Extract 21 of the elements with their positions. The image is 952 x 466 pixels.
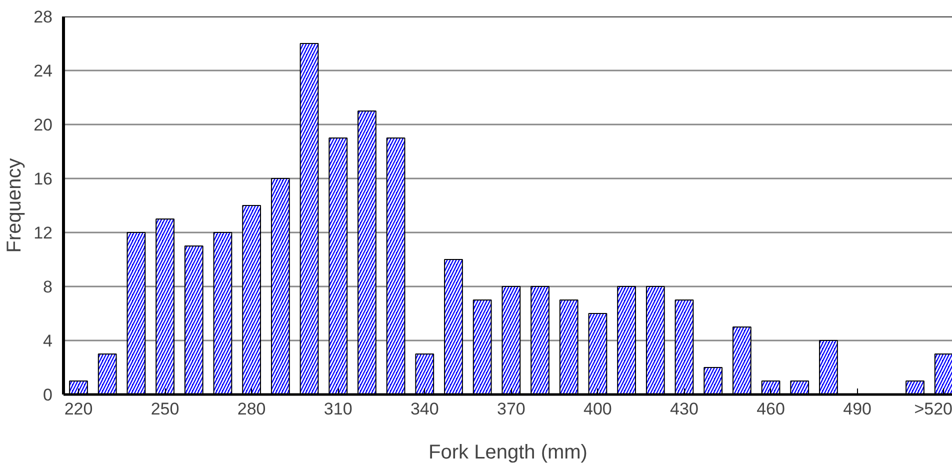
y-tick-label: 20 bbox=[34, 116, 53, 134]
x-tick-label: 280 bbox=[237, 400, 266, 418]
x-tick-label: 250 bbox=[150, 400, 180, 418]
x-tick-label: 400 bbox=[584, 400, 612, 418]
x-tick-label: 310 bbox=[324, 400, 352, 418]
x-tick-label: 340 bbox=[410, 400, 439, 418]
y-tick-label: 12 bbox=[34, 224, 53, 242]
y-tick-label: 0 bbox=[43, 386, 53, 404]
y-axis-title: Frequency bbox=[4, 158, 26, 253]
y-tick-label: 28 bbox=[34, 8, 53, 26]
x-tick-label: 370 bbox=[496, 400, 526, 418]
y-tick-label: 16 bbox=[34, 170, 53, 188]
x-tick-label: 460 bbox=[756, 400, 785, 418]
y-tick-label: 8 bbox=[43, 278, 53, 296]
y-tick-label: 24 bbox=[34, 62, 53, 80]
y-tick-label: 4 bbox=[43, 332, 53, 350]
x-tick-label: 490 bbox=[843, 400, 872, 418]
x-tick-label: 220 bbox=[64, 400, 93, 418]
x-tick-label: >520 bbox=[914, 400, 952, 418]
x-tick-label: 430 bbox=[670, 400, 698, 418]
x-axis-title: Fork Length (mm) bbox=[428, 442, 588, 464]
